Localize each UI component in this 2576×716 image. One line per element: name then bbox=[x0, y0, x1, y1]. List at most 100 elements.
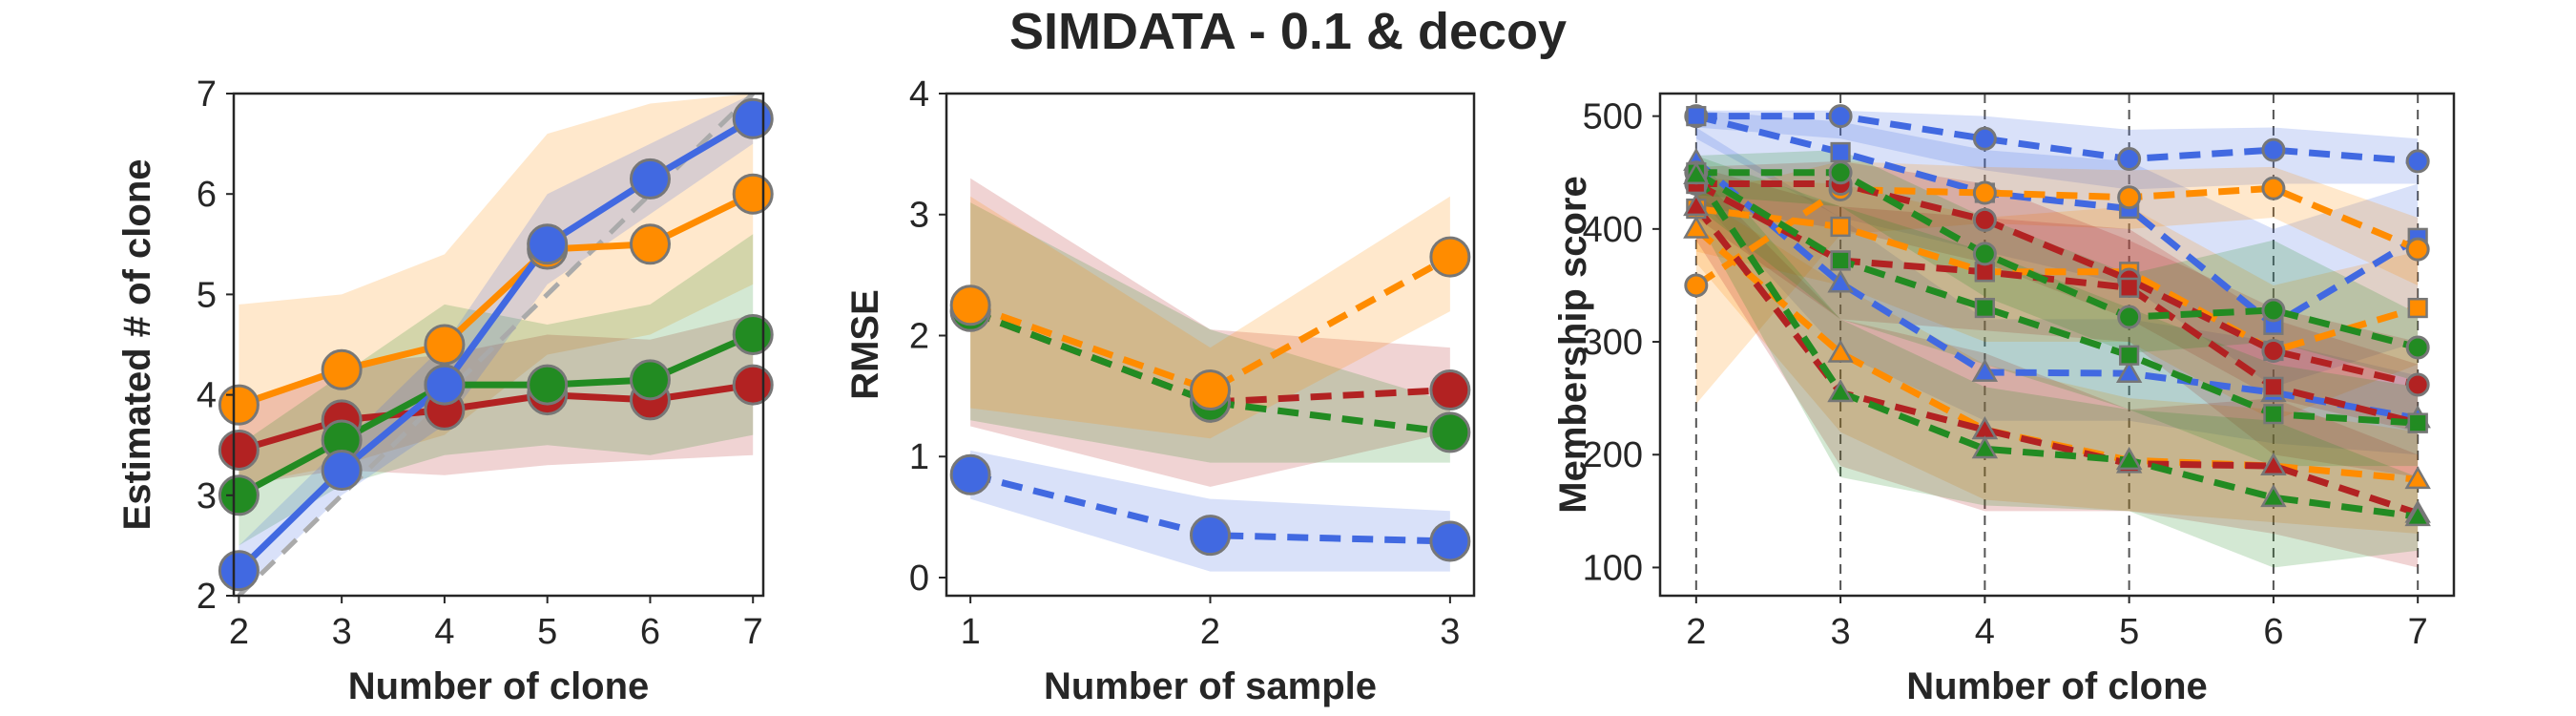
data-point bbox=[2404, 503, 2431, 527]
data-point bbox=[1686, 106, 1707, 127]
y-axis-label: Membership score bbox=[1552, 176, 1594, 513]
data-point bbox=[1971, 435, 1999, 459]
data-point bbox=[2404, 466, 2431, 490]
data-point bbox=[527, 223, 569, 265]
figure-title: SIMDATA - 0.1 & decoy bbox=[1008, 3, 1568, 60]
series-line bbox=[1695, 169, 2420, 351]
confidence-band bbox=[1695, 160, 2419, 405]
x-tick-label: 4 bbox=[434, 612, 454, 652]
data-point bbox=[1827, 269, 1854, 293]
x-tick-label: 5 bbox=[2119, 612, 2139, 652]
data-point bbox=[1972, 180, 1997, 205]
series-line bbox=[1693, 173, 2419, 520]
x-tick-label: 2 bbox=[229, 612, 249, 652]
y-tick-label: 5 bbox=[197, 275, 217, 315]
data-point bbox=[1830, 216, 1851, 238]
data-point bbox=[321, 450, 363, 491]
x-tick-label: 7 bbox=[2408, 612, 2428, 652]
data-point bbox=[2405, 237, 2430, 262]
data-point bbox=[321, 348, 363, 390]
data-point bbox=[2115, 447, 2143, 471]
y-tick-label: 7 bbox=[197, 74, 217, 115]
x-tick-label: 5 bbox=[537, 612, 557, 652]
data-point bbox=[218, 384, 260, 426]
data-point bbox=[2260, 484, 2287, 508]
data-point bbox=[218, 429, 260, 471]
data-point bbox=[1683, 193, 1710, 217]
data-point bbox=[1830, 250, 1851, 271]
data-point bbox=[218, 474, 260, 516]
series-line bbox=[1695, 180, 2419, 389]
data-point bbox=[949, 453, 991, 495]
x-tick-label: 3 bbox=[1440, 612, 1460, 652]
data-point bbox=[2117, 147, 2142, 172]
confidence-band bbox=[1695, 172, 2419, 568]
data-point bbox=[1827, 339, 1854, 363]
x-tick-label: 2 bbox=[1200, 612, 1220, 652]
series-line bbox=[1693, 204, 2420, 517]
confidence-band bbox=[1695, 156, 2419, 568]
x-tick-label: 7 bbox=[743, 612, 763, 652]
series-line bbox=[1695, 113, 2419, 165]
data-point bbox=[1429, 411, 1471, 453]
chart-1: 2 3 4 5 6 7 2 3 4 5 6 7 Number of clone Estimated # o… bbox=[116, 74, 774, 707]
data-point bbox=[1830, 141, 1851, 163]
x-tick-label: 3 bbox=[332, 612, 352, 652]
data-point bbox=[732, 313, 774, 355]
data-point bbox=[1190, 515, 1231, 557]
confidence-band bbox=[970, 178, 1450, 487]
data-point bbox=[2407, 297, 2428, 319]
x-axis-label: Number of clone bbox=[348, 665, 650, 707]
data-point bbox=[2260, 452, 2287, 475]
y-tick-label: 400 bbox=[1583, 210, 1643, 250]
data-point bbox=[1972, 126, 1997, 151]
series-line bbox=[1695, 205, 2420, 355]
data-point bbox=[2261, 176, 2286, 200]
data-point bbox=[629, 158, 671, 200]
series-line bbox=[1693, 158, 2419, 422]
data-point bbox=[2263, 404, 2284, 425]
y-tick-label: 200 bbox=[1583, 435, 1643, 475]
y-tick-label: 2 bbox=[197, 577, 217, 617]
data-point bbox=[629, 359, 671, 401]
data-point bbox=[424, 324, 466, 366]
data-point bbox=[2115, 360, 2143, 384]
axes-frame bbox=[1658, 92, 2456, 598]
data-point bbox=[1429, 520, 1471, 562]
data-point bbox=[1190, 369, 1231, 411]
x-tick-label: 3 bbox=[1831, 612, 1851, 652]
data-point bbox=[2405, 149, 2430, 174]
plot-area bbox=[968, 178, 1452, 572]
data-point bbox=[1429, 369, 1471, 411]
axes-frame bbox=[232, 92, 765, 598]
y-tick-label: 4 bbox=[197, 376, 217, 416]
data-point bbox=[2407, 412, 2428, 433]
series-line bbox=[1693, 184, 2420, 288]
data-point bbox=[1974, 297, 1995, 319]
y-tick-label: 1 bbox=[909, 437, 929, 477]
data-point bbox=[2117, 305, 2142, 329]
confidence-band bbox=[1695, 195, 2419, 534]
data-point bbox=[1972, 207, 1997, 232]
data-point bbox=[732, 97, 774, 139]
confidence-band bbox=[1695, 156, 2419, 467]
y-tick-label: 2 bbox=[909, 316, 929, 356]
y-tick-label: 500 bbox=[1583, 97, 1643, 137]
data-point bbox=[1828, 160, 1853, 185]
data-point bbox=[2405, 372, 2430, 397]
data-point bbox=[1972, 242, 1997, 266]
confidence-band bbox=[1695, 127, 2419, 455]
data-point bbox=[2405, 335, 2430, 360]
data-point bbox=[629, 223, 671, 265]
data-point bbox=[2117, 185, 2142, 210]
x-tick-label: 6 bbox=[640, 612, 660, 652]
y-tick-label: 300 bbox=[1583, 323, 1643, 363]
chart-3: 2 3 4 5 6 7 100 200 300 400 500 Number of clone Memb… bbox=[1552, 92, 2456, 707]
data-point bbox=[949, 284, 991, 326]
series-line bbox=[1694, 113, 2420, 328]
confidence-band bbox=[1695, 150, 2419, 382]
x-tick-label: 2 bbox=[1686, 612, 1706, 652]
series-line bbox=[968, 307, 1451, 436]
